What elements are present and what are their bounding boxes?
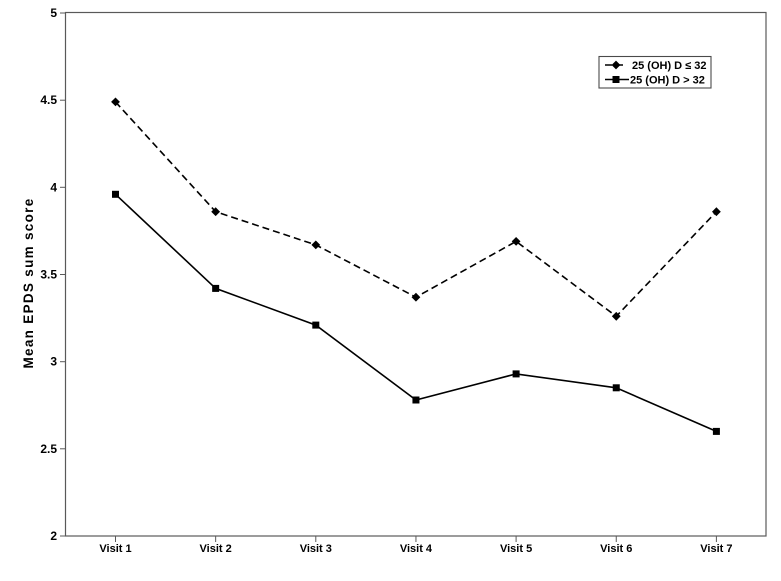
- svg-text:Visit 5: Visit 5: [500, 543, 532, 555]
- svg-text:2.5: 2.5: [40, 442, 57, 456]
- svg-text:5: 5: [50, 6, 57, 20]
- svg-text:3: 3: [50, 355, 57, 369]
- svg-text:Visit 3: Visit 3: [300, 543, 332, 555]
- svg-text:Visit 1: Visit 1: [99, 543, 131, 555]
- svg-text:Visit 2: Visit 2: [200, 543, 232, 555]
- svg-text:4: 4: [50, 180, 57, 194]
- svg-text:25 (OH) D > 32: 25 (OH) D > 32: [630, 75, 705, 87]
- svg-text:3.5: 3.5: [40, 268, 57, 282]
- svg-text:4.5: 4.5: [40, 93, 57, 107]
- svg-text:Visit 7: Visit 7: [700, 543, 732, 555]
- svg-text:2: 2: [50, 529, 57, 543]
- svg-text:Mean EPDS sum score: Mean EPDS sum score: [21, 197, 36, 368]
- svg-text:Visit 6: Visit 6: [600, 543, 632, 555]
- svg-text:25 (OH) D ≤ 32: 25 (OH) D ≤ 32: [632, 60, 707, 72]
- svg-text:Visit 4: Visit 4: [400, 543, 433, 555]
